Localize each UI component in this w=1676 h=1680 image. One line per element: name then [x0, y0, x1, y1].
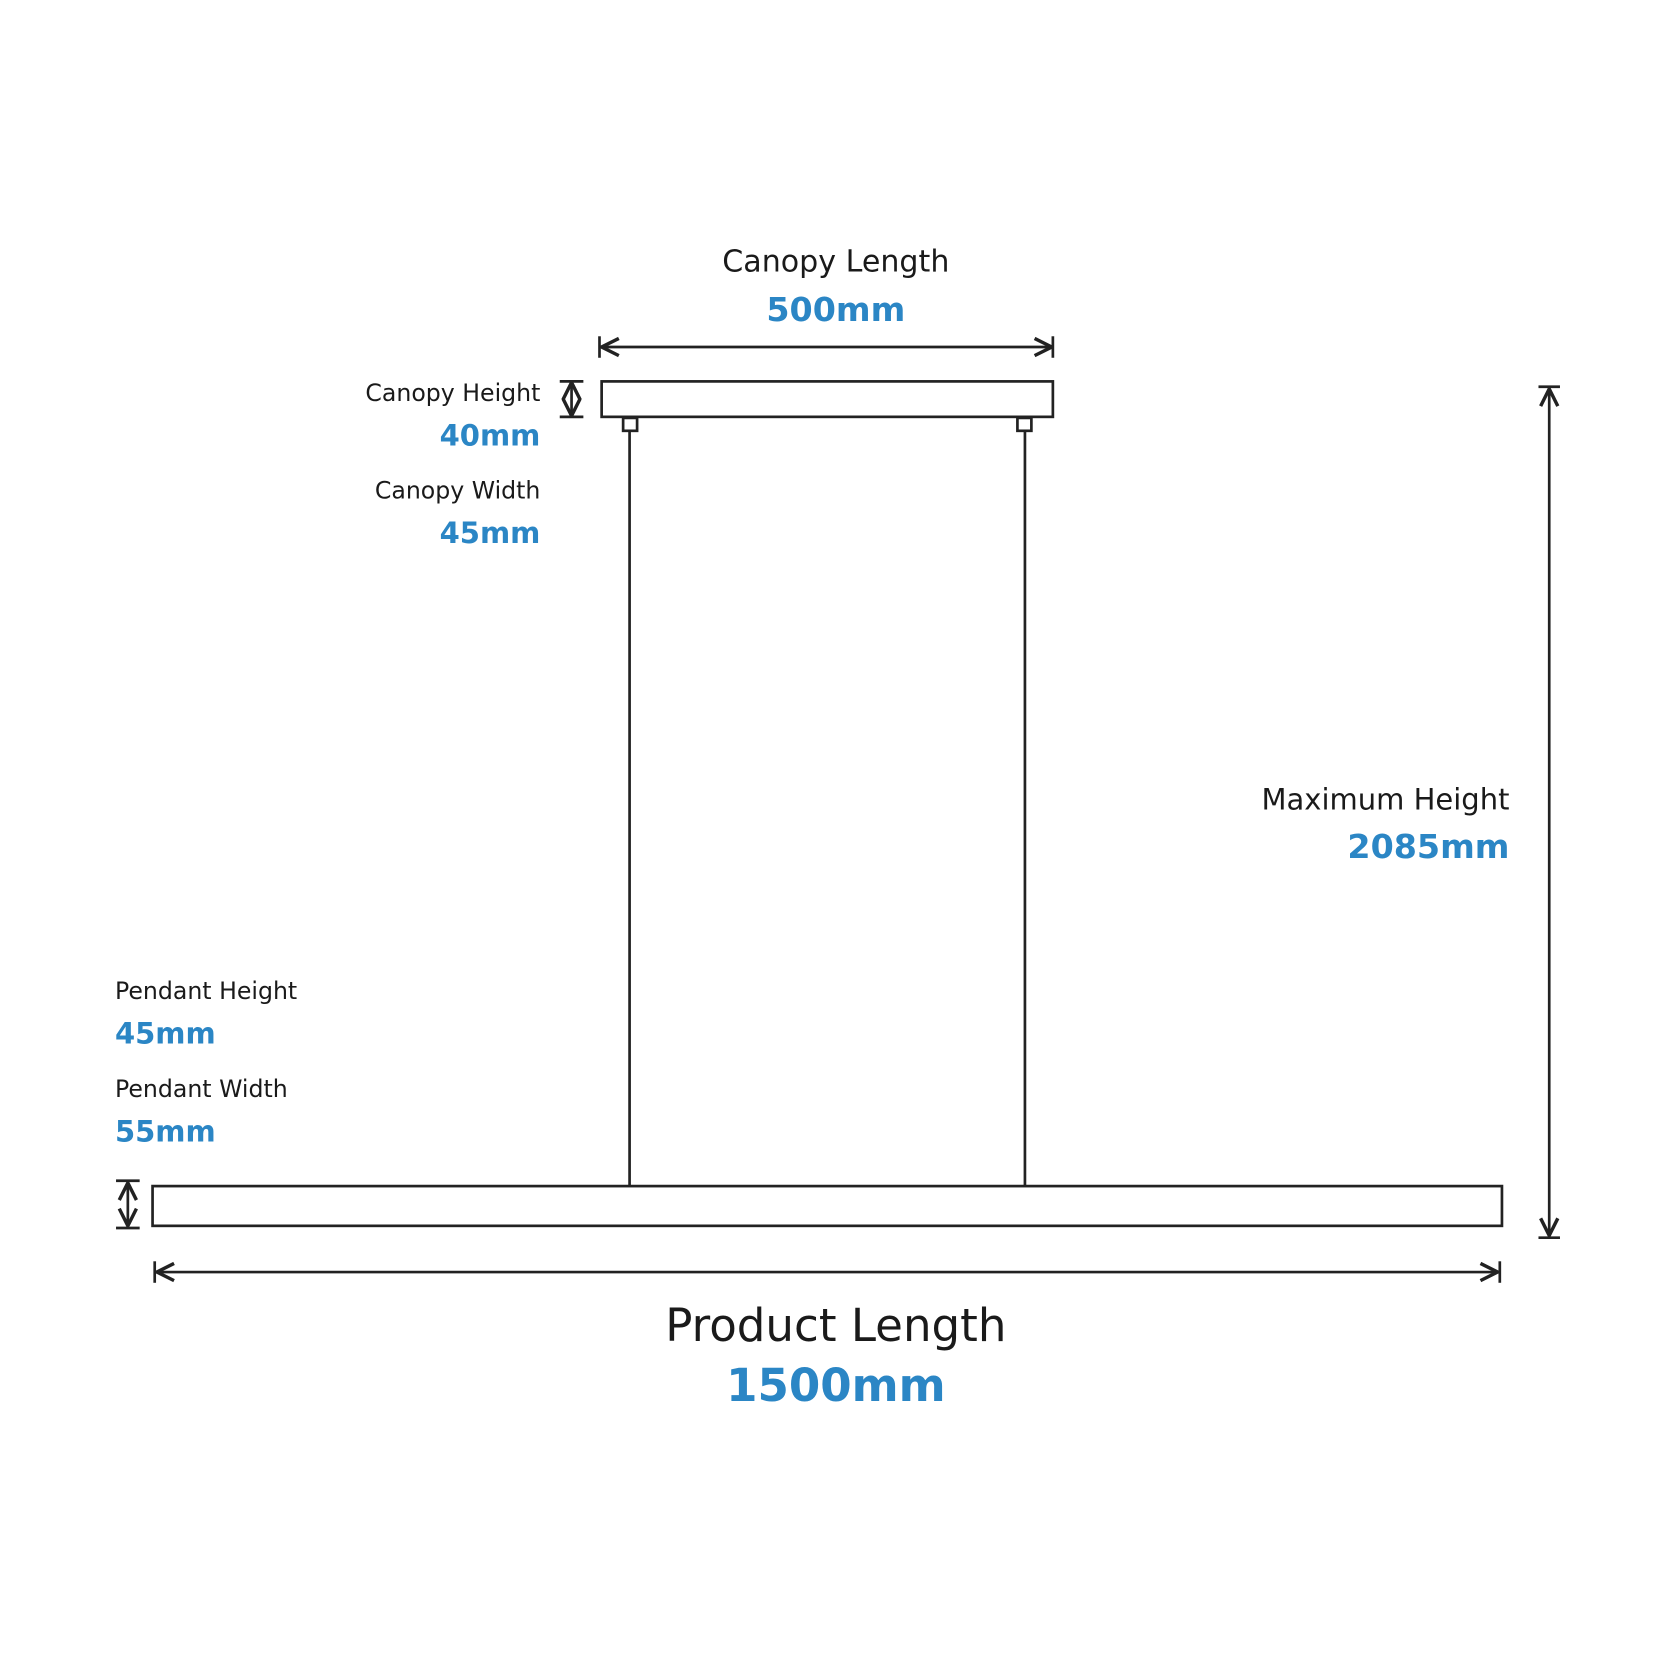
dimension-label: Canopy Width: [375, 477, 541, 505]
dimension-label: Maximum Height: [1261, 782, 1509, 816]
dimension-value: 55mm: [115, 1114, 216, 1148]
dimension-label: Product Length: [665, 1299, 1006, 1352]
dimension-label: Pendant Width: [115, 1075, 288, 1103]
dimension-value: 40mm: [440, 418, 541, 452]
dimension-label: Pendant Height: [115, 977, 297, 1005]
dimension-label: Canopy Length: [722, 245, 949, 280]
dimension-value: 2085mm: [1347, 827, 1509, 866]
dimension-value: 45mm: [440, 516, 541, 550]
dimension-value: 45mm: [115, 1017, 216, 1051]
dimension-value: 500mm: [766, 290, 905, 329]
dimension-value: 1500mm: [726, 1359, 946, 1412]
dimension-label: Canopy Height: [365, 379, 540, 407]
canopy: [600, 380, 1055, 419]
pendant-bar: [151, 1184, 1504, 1228]
wire-connector: [1016, 416, 1033, 433]
wire-connector: [621, 416, 639, 433]
